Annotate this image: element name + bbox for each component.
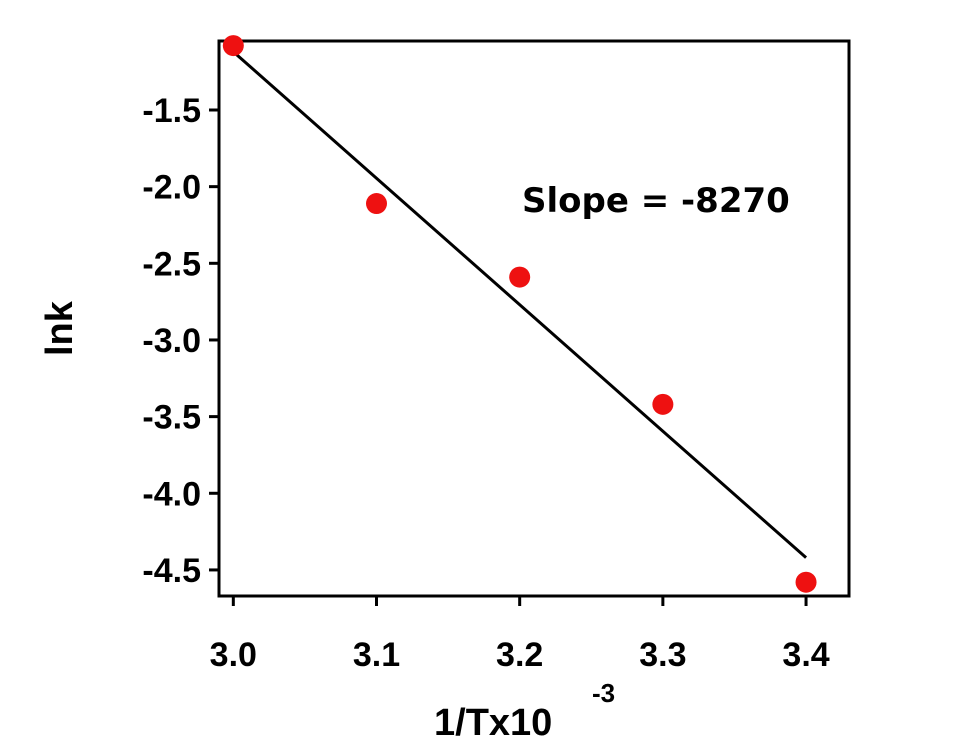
data-point bbox=[509, 266, 531, 288]
y-tick-label: -4.0 bbox=[142, 475, 201, 513]
x-axis-title: 1/Tx10 bbox=[434, 702, 552, 743]
data-points bbox=[222, 35, 817, 593]
x-tick-label: 3.4 bbox=[782, 636, 829, 674]
x-tick-label: 3.0 bbox=[210, 636, 257, 674]
y-axis-ticks: -1.5 -2.0 -2.5 -3.0 -3.5 -4.0 -4.5 bbox=[142, 92, 219, 590]
y-axis-title: lnk bbox=[39, 300, 81, 356]
x-axis-title-superscript: -3 bbox=[592, 678, 615, 708]
fit-line bbox=[232, 50, 808, 559]
y-tick-label: -2.5 bbox=[142, 245, 201, 283]
plot-frame bbox=[217, 39, 851, 598]
y-tick-label: -3.0 bbox=[142, 322, 201, 360]
data-point bbox=[222, 35, 244, 57]
x-tick-label: 3.3 bbox=[639, 636, 686, 674]
fit-line-group bbox=[232, 50, 808, 559]
x-tick-label: 3.1 bbox=[353, 636, 400, 674]
data-point bbox=[366, 193, 387, 215]
y-tick-label: -2.0 bbox=[142, 169, 201, 207]
y-tick-label: -3.5 bbox=[142, 399, 201, 437]
y-tick-label: -4.5 bbox=[142, 552, 201, 590]
y-tick-label: -1.5 bbox=[142, 92, 201, 130]
x-axis-ticks: 3.0 3.1 3.2 3.3 3.4 bbox=[210, 596, 830, 674]
data-point bbox=[795, 571, 817, 593]
slope-annotation: Slope = -8270 bbox=[522, 181, 790, 221]
x-tick-label: 3.2 bbox=[496, 636, 543, 674]
data-point bbox=[652, 393, 674, 415]
